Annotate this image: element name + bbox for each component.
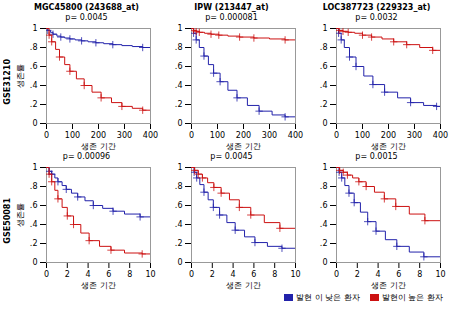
html-text:GSE31210: GSE31210 [2,58,12,105]
svg-text:.6: .6 [320,62,328,71]
svg-text:.2: .2 [175,239,183,248]
svg-text:10: 10 [435,270,445,279]
svg-text:10: 10 [290,270,300,279]
svg-text:생존 기간: 생존 기간 [81,142,116,151]
svg-text:생존 기간: 생존 기간 [226,281,261,290]
svg-text:0: 0 [189,270,194,279]
svg-text:0: 0 [334,270,339,279]
svg-text:4: 4 [86,270,91,279]
svg-text:.4: .4 [175,81,183,90]
svg-text:.2: .2 [30,239,38,248]
svg-text:6: 6 [396,270,401,279]
html-text:MGC45800 (243688_at): MGC45800 (243688_at) [34,3,139,12]
svg-text:10: 10 [145,270,155,279]
svg-text:100: 100 [355,131,370,140]
html-text:발현 이 낮은 환자: 발현 이 낮은 환자 [296,293,360,302]
svg-text:1: 1 [32,24,37,33]
html-text:LOC387723 (229323_at): LOC387723 (229323_at) [322,3,431,12]
svg-text:300: 300 [117,131,132,140]
svg-text:8: 8 [127,270,132,279]
svg-text:.2: .2 [30,100,38,109]
svg-text:0: 0 [44,131,49,140]
svg-text:.6: .6 [320,201,328,210]
svg-text:0: 0 [189,131,194,140]
svg-text:200: 200 [91,131,106,140]
svg-text:0: 0 [322,119,327,128]
svg-text:100: 100 [210,131,225,140]
svg-text:0: 0 [44,270,49,279]
svg-text:1: 1 [177,24,182,33]
html-text:p= 0.0045: p= 0.0045 [65,13,108,22]
svg-text:100: 100 [65,131,80,140]
html-text:p= 0.000081: p= 0.000081 [205,13,258,22]
svg-text:1: 1 [322,24,327,33]
svg-text:생존 기간: 생존 기간 [371,281,406,290]
svg-text:.4: .4 [320,220,328,229]
html-text:p= 0.0015: p= 0.0015 [355,152,398,161]
html-text:p= 0.00096: p= 0.00096 [62,152,111,161]
svg-text:생존률: 생존률 [16,203,25,227]
svg-text:.2: .2 [175,100,183,109]
svg-text:.8: .8 [175,182,183,191]
svg-text:1: 1 [177,163,182,172]
svg-text:.6: .6 [30,201,38,210]
html-text:GSE50081: GSE50081 [2,197,12,244]
svg-text:.4: .4 [30,81,38,90]
svg-text:0: 0 [322,258,327,267]
svg-text:.8: .8 [320,182,328,191]
svg-text:.6: .6 [30,62,38,71]
svg-text:0: 0 [334,131,339,140]
svg-text:.6: .6 [175,201,183,210]
svg-text:0: 0 [32,258,37,267]
svg-text:300: 300 [407,131,422,140]
svg-text:400: 400 [143,131,158,140]
svg-text:.4: .4 [320,81,328,90]
svg-text:2: 2 [210,270,215,279]
svg-text:생존 기간: 생존 기간 [371,142,406,151]
svg-text:400: 400 [433,131,448,140]
svg-text:4: 4 [231,270,236,279]
svg-text:1: 1 [32,163,37,172]
svg-text:.8: .8 [30,182,38,191]
svg-text:200: 200 [236,131,251,140]
svg-text:1: 1 [322,163,327,172]
svg-text:.4: .4 [30,220,38,229]
svg-text:8: 8 [272,270,277,279]
html-text:p= 0.0045: p= 0.0045 [210,152,253,161]
svg-text:0: 0 [177,258,182,267]
svg-text:6: 6 [106,270,111,279]
svg-text:.8: .8 [30,43,38,52]
svg-text:0: 0 [177,119,182,128]
svg-text:생존 기간: 생존 기간 [81,281,116,290]
html-text:p= 0.0032: p= 0.0032 [355,13,398,22]
svg-text:생존률: 생존률 [16,64,25,88]
svg-text:6: 6 [251,270,256,279]
svg-text:4: 4 [376,270,381,279]
svg-text:300: 300 [262,131,277,140]
svg-text:.2: .2 [320,239,328,248]
html-text:IPW (213447_at): IPW (213447_at) [194,3,269,12]
svg-text:.6: .6 [175,62,183,71]
svg-text:2: 2 [355,270,360,279]
svg-text:.8: .8 [175,43,183,52]
svg-text:400: 400 [288,131,303,140]
svg-text:8: 8 [417,270,422,279]
svg-text:0: 0 [32,119,37,128]
svg-text:200: 200 [381,131,396,140]
svg-text:.4: .4 [175,220,183,229]
svg-text:2: 2 [65,270,70,279]
svg-text:.2: .2 [320,100,328,109]
html-text:발현이 높은 환자: 발현이 높은 환자 [381,293,443,302]
svg-text:생존 기간: 생존 기간 [226,142,261,151]
svg-text:.8: .8 [320,43,328,52]
